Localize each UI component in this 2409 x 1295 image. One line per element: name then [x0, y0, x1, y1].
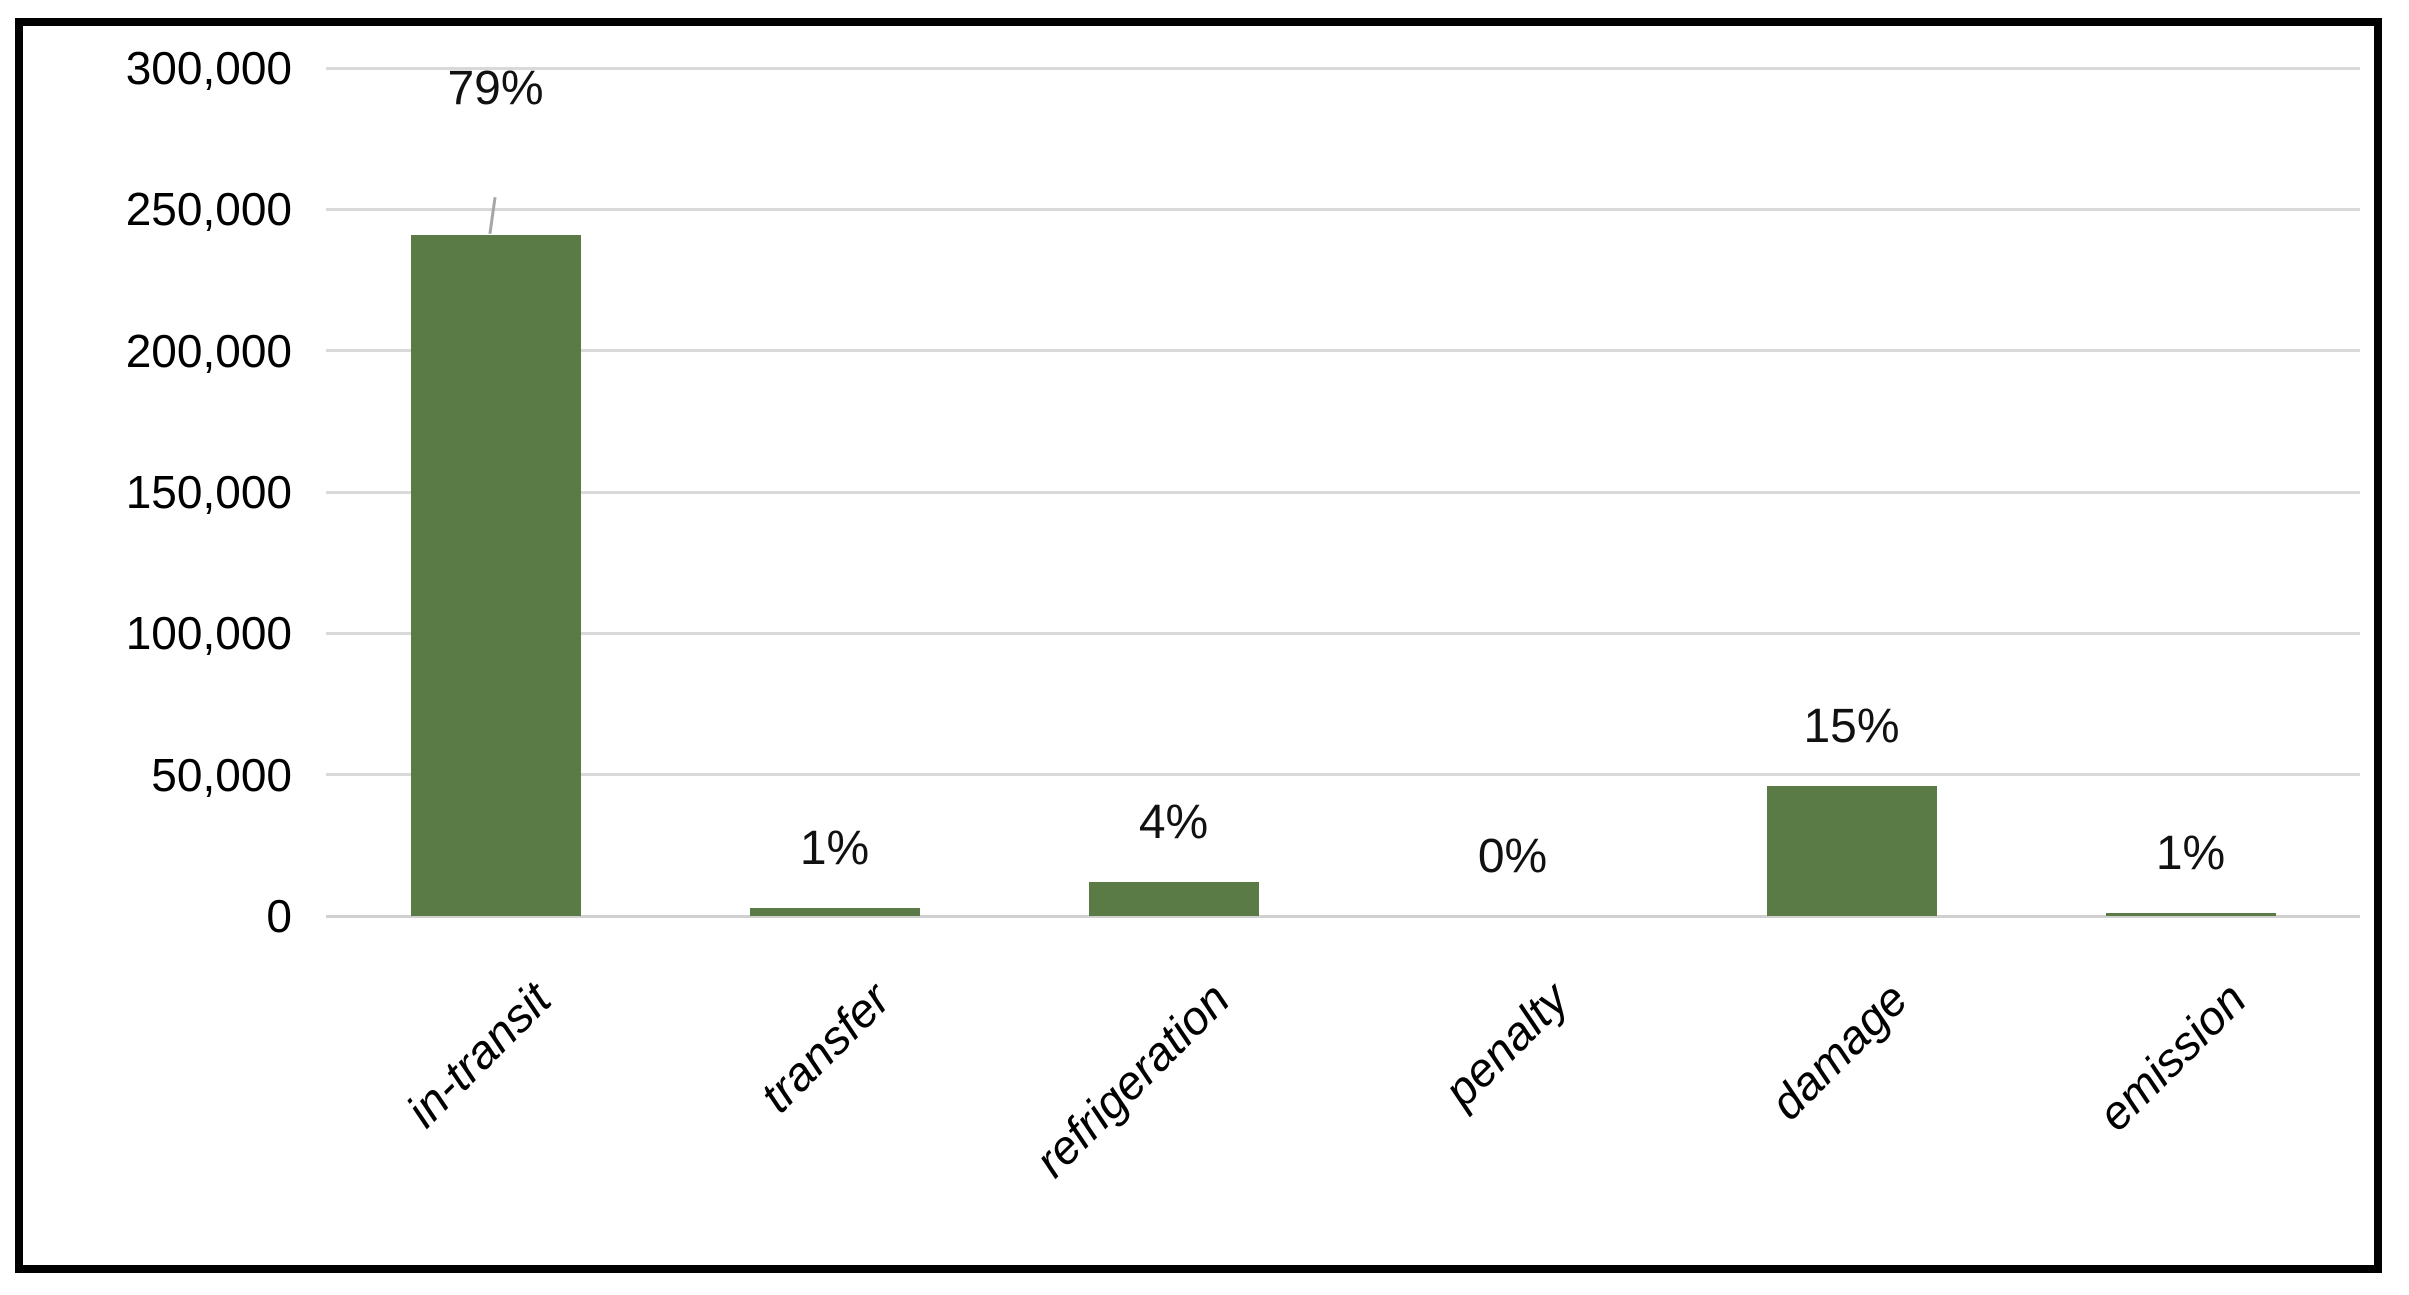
bar-value-label: 4% [1138, 796, 1209, 849]
bar-value-label: 79% [447, 62, 544, 115]
y-axis-tick-label: 100,000 [125, 607, 292, 660]
gridline [326, 631, 2360, 635]
chart-frame [15, 18, 2382, 1273]
gridline [326, 773, 2360, 777]
bar [1088, 882, 1259, 916]
y-axis-tick-label: 150,000 [125, 466, 292, 518]
x-axis-line [326, 914, 2360, 918]
gridline [326, 207, 2360, 211]
gridline [326, 349, 2360, 353]
bar [1766, 786, 1937, 916]
gridline [326, 66, 2360, 70]
y-axis-tick-label: 300,000 [125, 42, 292, 94]
bar-value-label: 0% [1477, 830, 1548, 883]
bar [2105, 913, 2276, 916]
bar [749, 908, 920, 916]
y-axis-tick-label: 250,000 [125, 183, 292, 236]
bar-value-label: 1% [2155, 827, 2226, 880]
gridline [326, 490, 2360, 494]
bar [410, 235, 581, 916]
bar-value-label: 1% [799, 822, 870, 875]
y-axis-tick-label: 0 [266, 890, 292, 942]
y-axis-tick-label: 200,000 [125, 324, 292, 377]
bar-value-label: 15% [1803, 700, 1900, 753]
y-axis-tick-label: 50,000 [151, 748, 292, 801]
